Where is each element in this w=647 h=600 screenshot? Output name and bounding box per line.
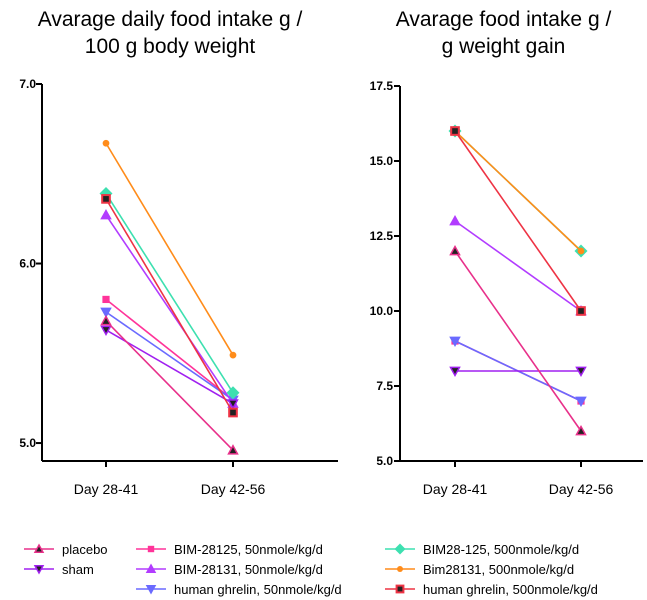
y-tick-label-left: 6.0 <box>19 257 36 271</box>
data-point-right-6-1 <box>577 247 585 255</box>
data-point-left-7-1 <box>228 407 238 418</box>
y-tick-label-right: 15.0 <box>370 154 394 168</box>
series-left-3 <box>100 209 239 408</box>
series-right-7 <box>450 126 586 316</box>
legend-item: sham <box>22 560 94 578</box>
series-left-6 <box>102 139 237 359</box>
chart-title-right-line-1: Avarage food intake g / <box>395 8 612 31</box>
y-tick-label-right: 17.5 <box>370 79 394 93</box>
data-point-right-0-1 <box>575 424 587 436</box>
legend-swatch <box>136 585 166 595</box>
legend-item: human ghrelin, 500nmole/kg/d <box>383 580 598 598</box>
chart-right: 17.5 15.0 12.5 10.0 7.5 5.0 Day 28-41 Day 42-56 <box>370 79 643 497</box>
chart-title-left-line-2: 100 g body weight <box>84 35 256 58</box>
series-right-1 <box>449 366 587 378</box>
legend-swatch <box>136 545 166 553</box>
y-tick-label-left: 7.0 <box>19 77 36 91</box>
x-tick-label-left: Day 42-56 <box>201 481 266 497</box>
y-tick-label-right: 12.5 <box>370 229 394 243</box>
series-line-left-3 <box>105 214 234 404</box>
data-point-left-5-1 <box>226 386 240 400</box>
legend-marker <box>33 543 45 553</box>
data-point-left-4-0 <box>100 307 112 319</box>
legend: placebo sham BIM-28125, 50nmole/kg/d BIM-28… <box>0 538 647 600</box>
data-point-right-1-0 <box>449 366 461 378</box>
series-line-right-0 <box>454 250 582 432</box>
legend-swatch <box>385 566 415 572</box>
series-line-left-6 <box>105 142 234 356</box>
chart-title-left-line-1: Avarage daily food intake g / <box>37 8 303 31</box>
chart-title-right: Avarage food intake g / g weight gain <box>360 6 647 60</box>
series-left-2 <box>102 295 237 404</box>
legend-item: placebo <box>22 540 108 558</box>
legend-marker <box>147 545 155 553</box>
legend-label: Bim28131, 500nmole/kg/d <box>423 561 575 577</box>
legend-swatch <box>385 584 415 594</box>
y-tick-label-right: 7.5 <box>376 379 393 393</box>
series-left-4 <box>100 307 239 407</box>
legend-label: sham <box>62 561 94 577</box>
data-point-right-7-1 <box>576 306 586 316</box>
legend-item: BIM-28131, 50nmole/kg/d <box>134 560 323 578</box>
legend-item: human ghrelin, 50nmole/kg/d <box>134 580 342 598</box>
data-point-right-4-0 <box>449 336 461 348</box>
legend-marker <box>397 566 403 572</box>
data-point-left-1-1 <box>227 399 239 410</box>
data-point-left-1-0 <box>100 325 112 336</box>
legend-marker <box>394 543 406 555</box>
series-line-left-2 <box>105 298 234 401</box>
series-right-3 <box>449 214 587 316</box>
data-point-left-6-0 <box>102 139 110 147</box>
legend-label: placebo <box>62 541 108 557</box>
data-point-left-7-0 <box>101 194 111 204</box>
y-tick-label-right: 10.0 <box>370 304 394 318</box>
legend-label: BIM-28131, 50nmole/kg/d <box>174 561 323 577</box>
x-tick-label-right: Day 28-41 <box>423 481 488 497</box>
legend-marker <box>145 563 157 573</box>
series-left-7 <box>101 194 238 418</box>
series-line-left-0 <box>105 320 234 451</box>
legend-item: BIM28-125, 500nmole/kg/d <box>383 540 579 558</box>
series-line-right-7 <box>454 130 582 312</box>
data-point-left-2-0 <box>102 295 110 304</box>
x-tick-label-right: Day 42-56 <box>549 481 614 497</box>
chart-title-left: Avarage daily food intake g / 100 g body… <box>0 6 340 60</box>
legend-swatch <box>24 565 54 575</box>
series-line-left-7 <box>105 198 234 413</box>
data-point-left-3-0 <box>100 209 112 220</box>
legend-swatch <box>385 543 415 555</box>
legend-item: Bim28131, 500nmole/kg/d <box>383 560 574 578</box>
data-point-right-4-1 <box>575 396 587 408</box>
legend-label: BIM28-125, 500nmole/kg/d <box>423 541 580 557</box>
data-point-right-7-0 <box>450 126 460 136</box>
series-left-0 <box>100 314 239 455</box>
legend-marker <box>33 565 45 575</box>
data-point-left-0-0 <box>100 314 112 326</box>
series-line-right-3 <box>454 220 582 312</box>
legend-marker <box>395 584 405 594</box>
data-point-right-3-0 <box>449 214 461 226</box>
chart-left: 7.0 6.0 5.0 Day 28-41 Day 42-56 <box>19 77 338 497</box>
chart-title-right-line-2: g weight gain <box>441 35 566 58</box>
legend-item: BIM-28125, 50nmole/kg/d <box>134 540 323 558</box>
x-tick-label-left: Day 28-41 <box>74 481 139 497</box>
series-right-0 <box>449 244 587 436</box>
data-point-right-1-1 <box>575 366 587 378</box>
legend-marker <box>145 585 157 595</box>
y-tick-label-left: 5.0 <box>19 436 36 450</box>
series-line-left-5 <box>105 193 234 394</box>
legend-swatch <box>24 543 54 553</box>
series-line-right-6 <box>454 130 582 252</box>
legend-label: BIM-28125, 50nmole/kg/d <box>174 541 323 557</box>
legend-label: human ghrelin, 50nmole/kg/d <box>174 581 342 597</box>
data-point-left-6-1 <box>229 351 237 359</box>
series-right-6 <box>451 127 585 255</box>
legend-label: human ghrelin, 500nmole/kg/d <box>423 581 598 597</box>
legend-swatch <box>136 563 166 573</box>
data-point-left-0-1 <box>227 444 239 455</box>
series-line-left-4 <box>105 311 234 401</box>
y-tick-label-right: 5.0 <box>376 454 393 468</box>
data-point-right-0-0 <box>449 244 461 256</box>
